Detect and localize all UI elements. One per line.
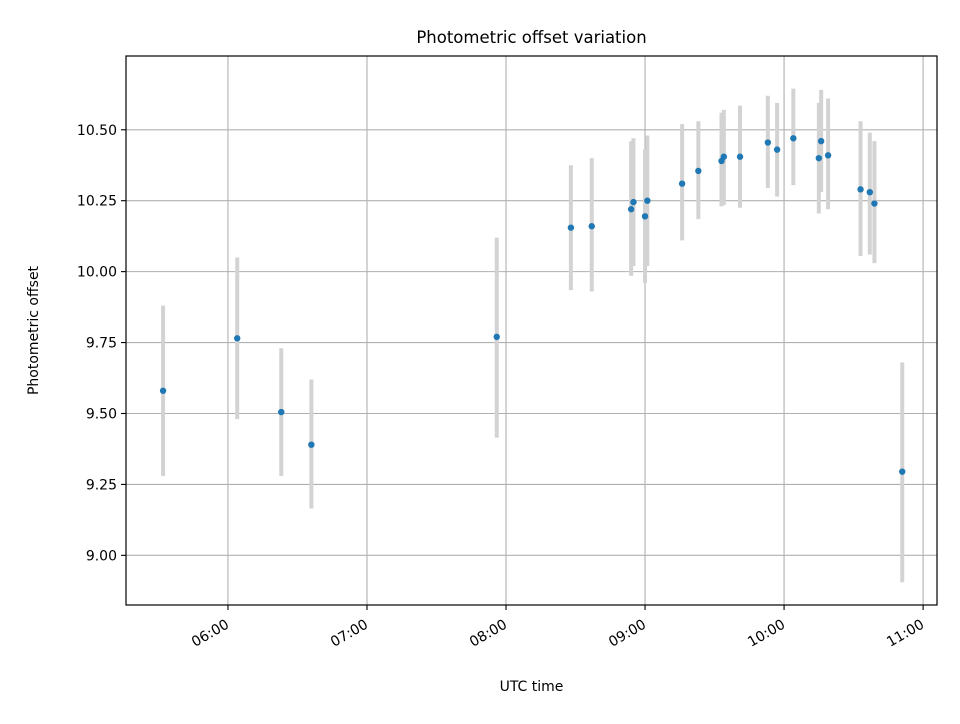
y-tick-label: 10.50 — [77, 123, 117, 139]
data-point — [588, 223, 595, 230]
data-point — [234, 335, 241, 342]
data-point — [720, 153, 728, 160]
data-point — [871, 200, 878, 207]
y-tick-label: 9.00 — [86, 548, 117, 564]
data-point — [644, 197, 651, 204]
grid-layer — [126, 56, 937, 605]
data-point — [641, 213, 649, 220]
data-point — [773, 146, 781, 153]
data-point — [678, 180, 686, 187]
y-tick-label: 9.75 — [86, 336, 117, 352]
data-point — [857, 186, 864, 193]
y-tick-label: 9.25 — [86, 477, 117, 493]
data-point — [567, 224, 575, 231]
plot-frame — [125, 55, 938, 606]
y-axis-label: Photometric offset — [26, 265, 42, 395]
y-tick-label: 9.50 — [86, 406, 117, 422]
marker-layer — [159, 135, 906, 475]
data-point — [764, 139, 772, 146]
data-point — [817, 137, 825, 145]
data-point — [824, 152, 832, 159]
chart-title: Photometric offset variation — [416, 28, 646, 47]
data-point — [866, 188, 874, 196]
data-point — [899, 468, 906, 475]
data-point — [815, 154, 823, 162]
y-tick-label: 10.25 — [77, 194, 117, 210]
data-point — [790, 135, 797, 142]
x-axis-label: UTC time — [500, 679, 564, 695]
data-point — [627, 206, 635, 213]
data-point — [736, 153, 744, 160]
y-tick-label: 10.00 — [77, 265, 117, 281]
y-axis: 9.00 9.25 9.50 9.75 10.00 10.25 10.50 — [77, 123, 126, 564]
data-point — [630, 198, 637, 206]
data-point — [159, 387, 167, 394]
data-point — [278, 408, 285, 416]
data-point — [308, 441, 315, 448]
data-point — [695, 167, 702, 175]
data-point — [493, 333, 500, 341]
